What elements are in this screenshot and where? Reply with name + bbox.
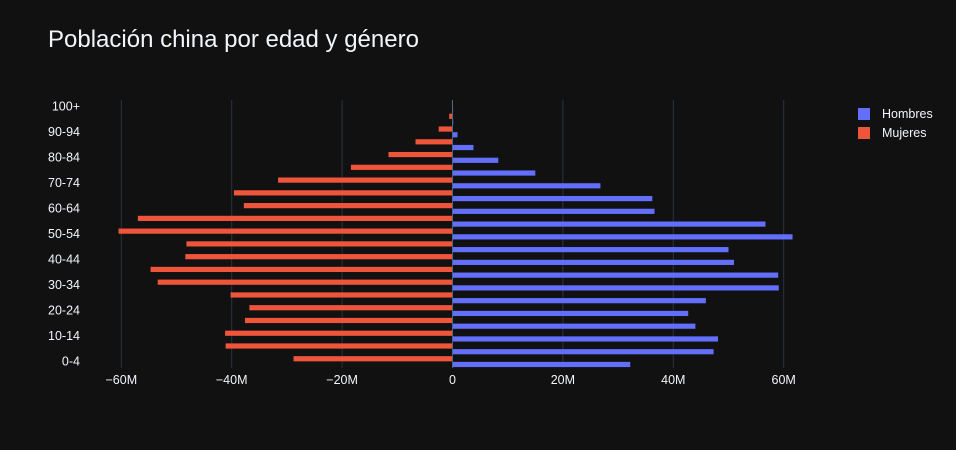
y-tick-label-20-24: 20-24: [48, 304, 80, 318]
bar-hombres-50-54: [452, 234, 793, 240]
bar-hombres-25-29: [452, 298, 706, 304]
bar-mujeres-80-84: [388, 151, 453, 158]
bar-hombres-10-14: [452, 336, 719, 342]
y-tick-label-10-14: 10-14: [48, 329, 80, 343]
bar-mujeres-40-44: [185, 254, 453, 260]
legend-label-mujeres: Mujeres: [882, 125, 927, 140]
y-tick-label-50-54: 50-54: [48, 227, 80, 241]
bar-hombres-75-79: [452, 170, 536, 176]
bar-hombres-30-34: [452, 285, 779, 291]
x-tick-label-2: −20M: [326, 373, 358, 387]
bar-hombres-45-49: [452, 247, 729, 253]
bar-hombres-65-69: [452, 195, 653, 202]
y-tick-label-100+: 100+: [52, 99, 80, 113]
y-tick-label-30-34: 30-34: [48, 278, 80, 292]
x-tick-label-6: 60M: [772, 373, 796, 387]
bar-hombres-35-39: [452, 272, 779, 278]
bar-mujeres-90-94: [438, 126, 453, 132]
y-tick-label-90-94: 90-94: [48, 125, 80, 139]
bar-hombres-40-44: [452, 259, 735, 265]
x-tick-label-3: 0: [449, 373, 456, 387]
bar-hombres-80-84: [452, 157, 499, 163]
bar-mujeres-0-4: [293, 356, 453, 362]
bar-mujeres-65-69: [233, 190, 453, 196]
legend[interactable]: Hombres Mujeres: [858, 104, 933, 142]
x-tick-label-1: −40M: [216, 373, 248, 387]
x-tick-label-5: 40M: [661, 373, 685, 387]
legend-swatch-hombres: [858, 107, 870, 120]
bar-mujeres-5-9: [225, 343, 453, 349]
bar-mujeres-10-14: [225, 330, 453, 336]
bar-mujeres-20-24: [249, 305, 453, 311]
bar-mujeres-30-34: [157, 279, 453, 285]
legend-label-hombres: Hombres: [882, 106, 933, 121]
bar-mujeres-15-19: [244, 317, 453, 324]
bar-mujeres-35-39: [150, 266, 453, 273]
y-tick-label-0-4: 0-4: [62, 355, 80, 369]
bar-hombres-15-19: [452, 323, 696, 329]
bar-mujeres-60-64: [243, 203, 453, 209]
bar-hombres-0-4: [452, 361, 631, 368]
bar-hombres-60-64: [452, 208, 655, 214]
bar-mujeres-70-74: [278, 177, 453, 183]
legend-item-mujeres[interactable]: Mujeres: [858, 123, 933, 142]
bar-hombres-5-9: [452, 349, 714, 355]
bar-mujeres-95-99: [449, 113, 453, 119]
bar-mujeres-75-79: [350, 164, 453, 170]
bar-hombres-90-94: [452, 132, 458, 138]
y-tick-label-60-64: 60-64: [48, 201, 80, 215]
chart-title: Población china por edad y género: [48, 26, 419, 53]
x-tick-label-4: 20M: [551, 373, 575, 387]
legend-swatch-mujeres: [858, 126, 870, 139]
y-tick-label-40-44: 40-44: [48, 253, 80, 267]
legend-item-hombres[interactable]: Hombres: [858, 104, 933, 123]
bar-hombres-85-89: [452, 144, 474, 151]
y-tick-label-80-84: 80-84: [48, 150, 80, 164]
y-tick-label-70-74: 70-74: [48, 176, 80, 190]
bar-mujeres-50-54: [118, 228, 453, 234]
bar-mujeres-55-59: [137, 215, 453, 221]
bar-hombres-55-59: [452, 221, 766, 227]
bar-mujeres-45-49: [186, 241, 453, 247]
x-tick-label-0: −60M: [105, 373, 137, 387]
bar-mujeres-25-29: [230, 292, 453, 298]
bar-mujeres-85-89: [415, 139, 453, 145]
bar-hombres-20-24: [452, 310, 689, 317]
bar-hombres-70-74: [452, 183, 601, 189]
